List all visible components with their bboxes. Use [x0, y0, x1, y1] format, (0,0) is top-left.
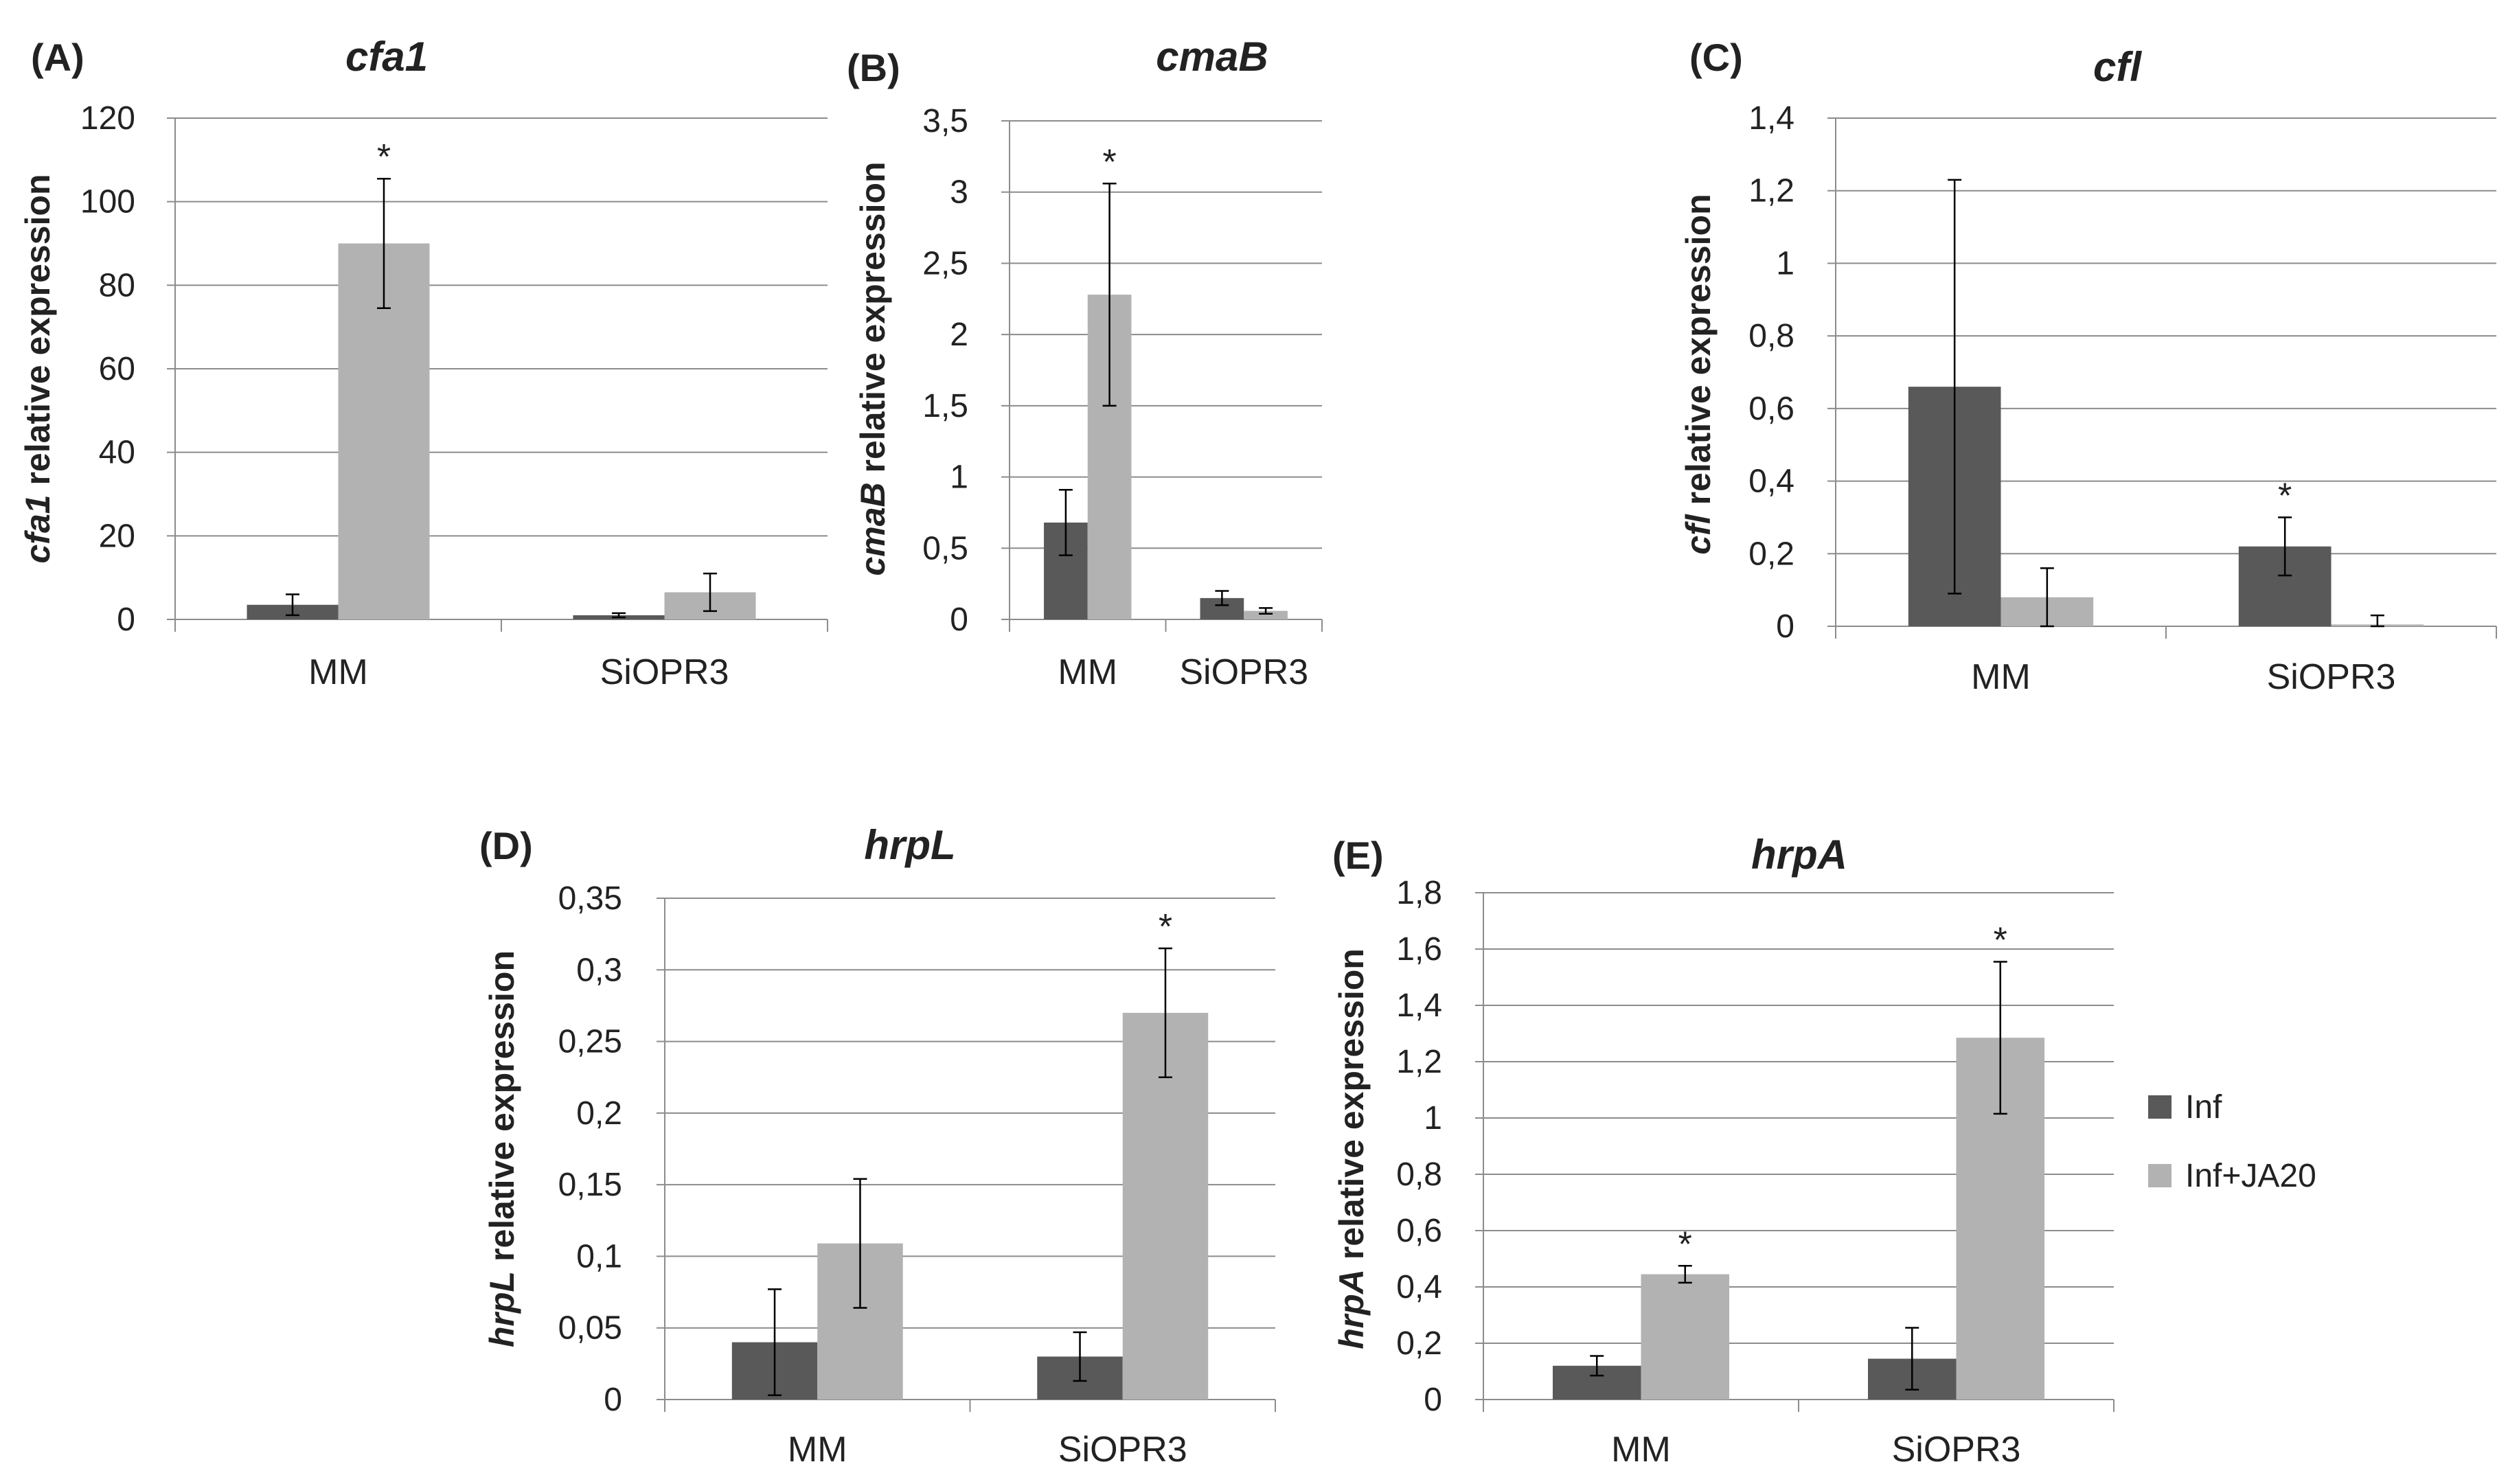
significance-star: *	[2278, 476, 2292, 516]
chart-title: cfa1	[345, 34, 428, 80]
legend-label-inf: Inf	[2185, 1088, 2222, 1126]
panel-label: (B)	[847, 46, 900, 89]
y-tick-label: 1,4	[1748, 100, 1794, 137]
y-tick-label: 100	[80, 184, 135, 220]
y-axis-label-text: relative expression	[1679, 194, 1718, 514]
x-category-label: SiOPR3	[1892, 1430, 2021, 1470]
y-axis-label-gene: cmaB	[854, 482, 892, 575]
y-tick-label: 0,6	[1396, 1213, 1442, 1249]
y-tick-label: 120	[80, 100, 135, 137]
x-category-label: SiOPR3	[1058, 1430, 1187, 1470]
y-tick-label: 0	[604, 1382, 622, 1418]
bar-inf-ja20-siopr3	[1244, 610, 1288, 619]
bar-inf-ja20-mm	[1641, 1274, 1730, 1400]
y-tick-label: 1,4	[1396, 988, 1442, 1024]
y-tick-label: 0,25	[558, 1024, 622, 1060]
y-tick-label: 0,4	[1748, 464, 1794, 500]
legend-swatch-inf	[2148, 1095, 2172, 1119]
y-axis-label-text: relative expression	[1332, 948, 1371, 1269]
y-tick-label: 1,6	[1396, 931, 1442, 968]
chart-title: hrpL	[864, 822, 955, 868]
significance-star: *	[1102, 142, 1116, 182]
x-category-label: MM	[1611, 1430, 1671, 1470]
chart-hrpa: 0 0,2 0,4 0,6 0,8 1 1,2 1,4 1,6 1,8 * MM * SiOPR3 (E) h…	[1332, 832, 2115, 1470]
y-tick-label: 0,8	[1748, 318, 1794, 354]
y-axis-label-gene: cfa1	[19, 494, 57, 563]
panel-label: (A)	[31, 36, 84, 79]
y-axis-label-gene: cfl	[1679, 514, 1718, 554]
y-tick-label: 1,5	[922, 388, 968, 424]
panel-label: (E)	[1332, 834, 1384, 877]
y-tick-label: 0	[1776, 608, 1794, 645]
y-axis-label: cfl relative expression	[1679, 194, 1718, 554]
y-tick-label: 0,1	[576, 1238, 622, 1275]
y-tick-label: 2	[950, 317, 968, 353]
y-tick-label: 0,15	[558, 1167, 622, 1203]
legend-swatch-inf-ja20	[2148, 1164, 2172, 1187]
y-tick-label: 0,3	[576, 952, 622, 988]
legend: Inf Inf+JA20	[2148, 1085, 2437, 1222]
y-axis-label-text: relative expression	[854, 161, 892, 482]
y-tick-label: 3,5	[922, 103, 968, 139]
chart-hrpl: 0 0,05 0,1 0,15 0,2 0,25 0,3 0,35 MM * SiOPR3 (D) hr…	[479, 822, 1276, 1470]
panel-label: (C)	[1689, 36, 1743, 79]
significance-star: *	[1159, 907, 1172, 947]
y-tick-label: 0,05	[558, 1310, 622, 1347]
chart-title: hrpA	[1751, 832, 1847, 878]
y-tick-label: 0,5	[922, 530, 968, 567]
y-tick-label: 1,2	[1748, 173, 1794, 209]
y-tick-label: 0,35	[558, 880, 622, 917]
x-category-label: MM	[1058, 652, 1117, 692]
y-tick-label: 0,8	[1396, 1156, 1442, 1193]
y-tick-label: 3	[950, 174, 968, 211]
x-category-label: SiOPR3	[2267, 657, 2396, 697]
y-tick-label: 0,2	[576, 1095, 622, 1132]
y-tick-label: 0,2	[1748, 536, 1794, 572]
significance-star: *	[377, 137, 391, 177]
y-tick-label: 60	[99, 351, 135, 387]
y-axis-label: cmaB relative expression	[854, 161, 892, 575]
chart-title: cfl	[2093, 44, 2142, 90]
y-axis-label-gene: hrpA	[1332, 1269, 1371, 1349]
y-tick-label: 0	[117, 602, 135, 638]
legend-item-inf: Inf	[2148, 1085, 2437, 1129]
x-category-label: SiOPR3	[600, 652, 729, 692]
y-axis-label-text: relative expression	[483, 950, 521, 1271]
x-category-label: MM	[788, 1430, 847, 1470]
y-tick-label: 1	[1776, 245, 1794, 282]
x-category-label: MM	[308, 652, 368, 692]
chart-title: cmaB	[1156, 34, 1268, 80]
y-axis-label: hrpL relative expression	[483, 950, 521, 1347]
x-category-label: MM	[1971, 657, 2031, 697]
y-tick-label: 1	[1424, 1100, 1442, 1137]
panel-label: (D)	[479, 824, 533, 867]
y-tick-label: 40	[99, 435, 135, 471]
y-tick-label: 1,8	[1396, 875, 1442, 911]
y-tick-label: 0	[1424, 1382, 1442, 1418]
y-tick-label: 0	[950, 602, 968, 638]
y-tick-label: 1	[950, 459, 968, 496]
y-axis-label-gene: hrpL	[483, 1271, 521, 1347]
y-axis-label: hrpA relative expression	[1332, 948, 1371, 1349]
significance-star: *	[1678, 1224, 1692, 1264]
y-tick-label: 0,4	[1396, 1269, 1442, 1305]
y-axis-label: cfa1 relative expression	[19, 174, 57, 564]
legend-item-inf-ja20: Inf+JA20	[2148, 1154, 2437, 1198]
x-category-label: SiOPR3	[1179, 652, 1308, 692]
y-tick-label: 2,5	[922, 245, 968, 282]
y-tick-label: 80	[99, 267, 135, 304]
y-tick-label: 0,6	[1748, 391, 1794, 427]
significance-star: *	[1994, 920, 2007, 960]
y-tick-label: 0,2	[1396, 1325, 1442, 1362]
y-axis-label-text: relative expression	[19, 174, 57, 495]
legend-label-inf-ja20: Inf+JA20	[2185, 1157, 2316, 1194]
y-tick-label: 20	[99, 518, 135, 554]
y-tick-label: 1,2	[1396, 1044, 1442, 1080]
